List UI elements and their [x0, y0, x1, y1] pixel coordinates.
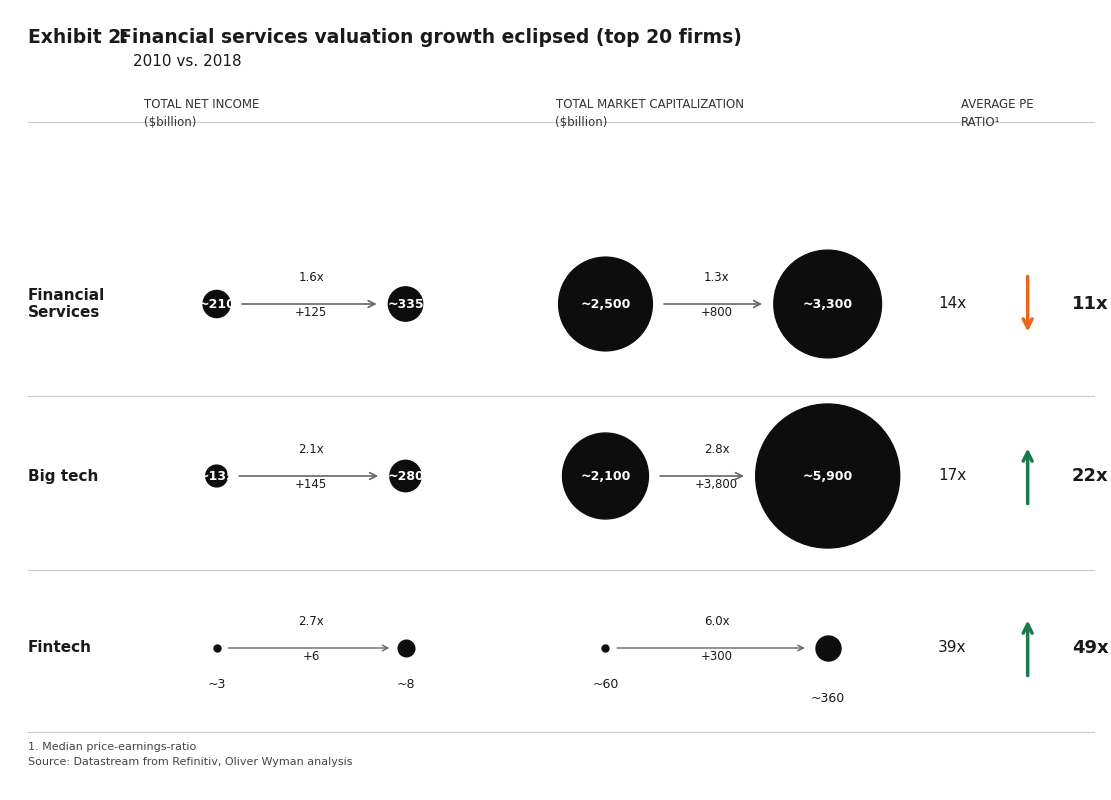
Ellipse shape	[562, 433, 649, 519]
Ellipse shape	[390, 460, 421, 492]
Text: 2010 vs. 2018: 2010 vs. 2018	[133, 54, 242, 70]
Text: 1. Median price-earnings-ratio
Source: Datastream from Refinitiv, Oliver Wyman a: 1. Median price-earnings-ratio Source: D…	[28, 742, 352, 767]
Text: ~60: ~60	[592, 678, 619, 691]
Ellipse shape	[774, 250, 881, 358]
Text: TOTAL NET INCOME
($billion): TOTAL NET INCOME ($billion)	[144, 98, 260, 129]
Text: +800: +800	[701, 306, 732, 319]
Text: 14x: 14x	[939, 297, 967, 311]
Text: ~2,500: ~2,500	[580, 298, 631, 310]
Text: 2.1x: 2.1x	[298, 443, 324, 456]
Text: ~8: ~8	[397, 678, 414, 691]
Ellipse shape	[203, 290, 230, 318]
Ellipse shape	[559, 257, 652, 351]
Text: Fintech: Fintech	[28, 641, 92, 655]
Text: Big tech: Big tech	[28, 469, 98, 483]
Text: 1.3x: 1.3x	[703, 271, 730, 284]
Text: +145: +145	[294, 478, 328, 491]
Text: Exhibit 2:: Exhibit 2:	[28, 28, 129, 47]
Text: 39x: 39x	[938, 641, 967, 655]
Text: 49x: 49x	[1072, 639, 1109, 657]
Text: Financial services valuation growth eclipsed (top 20 firms): Financial services valuation growth ecli…	[119, 28, 742, 47]
Text: TOTAL MARKET CAPITALIZATION
($billion): TOTAL MARKET CAPITALIZATION ($billion)	[556, 98, 743, 129]
Text: 2.8x: 2.8x	[703, 443, 730, 456]
Text: ~280: ~280	[387, 470, 424, 482]
Ellipse shape	[389, 287, 422, 321]
Text: +6: +6	[302, 650, 320, 663]
Text: 2.7x: 2.7x	[298, 615, 324, 628]
Text: +3,800: +3,800	[695, 478, 738, 491]
Text: +300: +300	[701, 650, 732, 663]
Ellipse shape	[206, 465, 228, 487]
Text: ~2,100: ~2,100	[580, 470, 631, 482]
Text: ~360: ~360	[811, 692, 844, 705]
Text: ~335: ~335	[388, 298, 423, 310]
Text: 6.0x: 6.0x	[703, 615, 730, 628]
Text: 22x: 22x	[1072, 467, 1109, 485]
Ellipse shape	[755, 404, 900, 548]
Text: ~135: ~135	[198, 470, 236, 482]
Text: +125: +125	[294, 306, 328, 319]
Text: AVERAGE PE
RATIO¹: AVERAGE PE RATIO¹	[961, 98, 1033, 129]
Text: ~5,900: ~5,900	[802, 470, 853, 482]
Text: 1.6x: 1.6x	[298, 271, 324, 284]
Text: ~3,300: ~3,300	[802, 298, 853, 310]
Text: Financial
Services: Financial Services	[28, 288, 106, 320]
Text: ~210: ~210	[198, 298, 236, 310]
Text: 11x: 11x	[1072, 295, 1109, 313]
Text: ~3: ~3	[208, 678, 226, 691]
Text: 17x: 17x	[939, 469, 967, 483]
